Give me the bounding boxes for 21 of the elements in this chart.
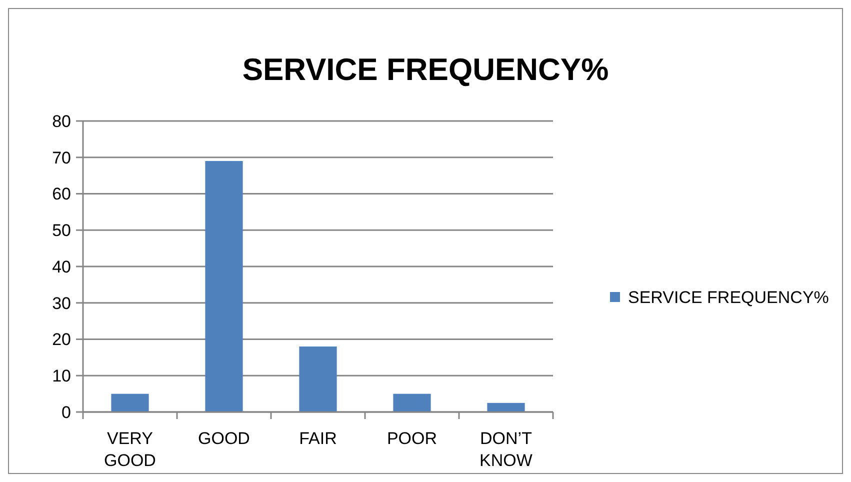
y-tick-label: 30 [52, 294, 71, 313]
y-tick-label: 50 [52, 221, 71, 240]
y-tick-label: 10 [52, 366, 71, 386]
x-tick-label: GOOD [198, 429, 250, 448]
x-tick-label: FAIR [299, 429, 337, 448]
y-tick-label: 20 [52, 330, 71, 350]
legend-label: SERVICE FREQUENCY% [628, 288, 829, 307]
bar [393, 394, 431, 412]
y-tick-label: 70 [52, 148, 71, 168]
x-tick-label: POOR [386, 429, 438, 448]
x-tick-label: VERY GOOD [104, 429, 156, 470]
bar [205, 161, 243, 412]
y-tick-label: 40 [52, 257, 71, 276]
y-tick-label: 60 [52, 184, 71, 204]
bar [299, 346, 337, 412]
x-tick-label: DON’T KNOW [480, 429, 532, 470]
y-tick-label: 0 [62, 402, 71, 422]
y-tick-label: 80 [52, 112, 71, 131]
chart-title: SERVICE FREQUENCY% [242, 52, 609, 87]
bar [487, 402, 525, 412]
bar [111, 394, 149, 412]
